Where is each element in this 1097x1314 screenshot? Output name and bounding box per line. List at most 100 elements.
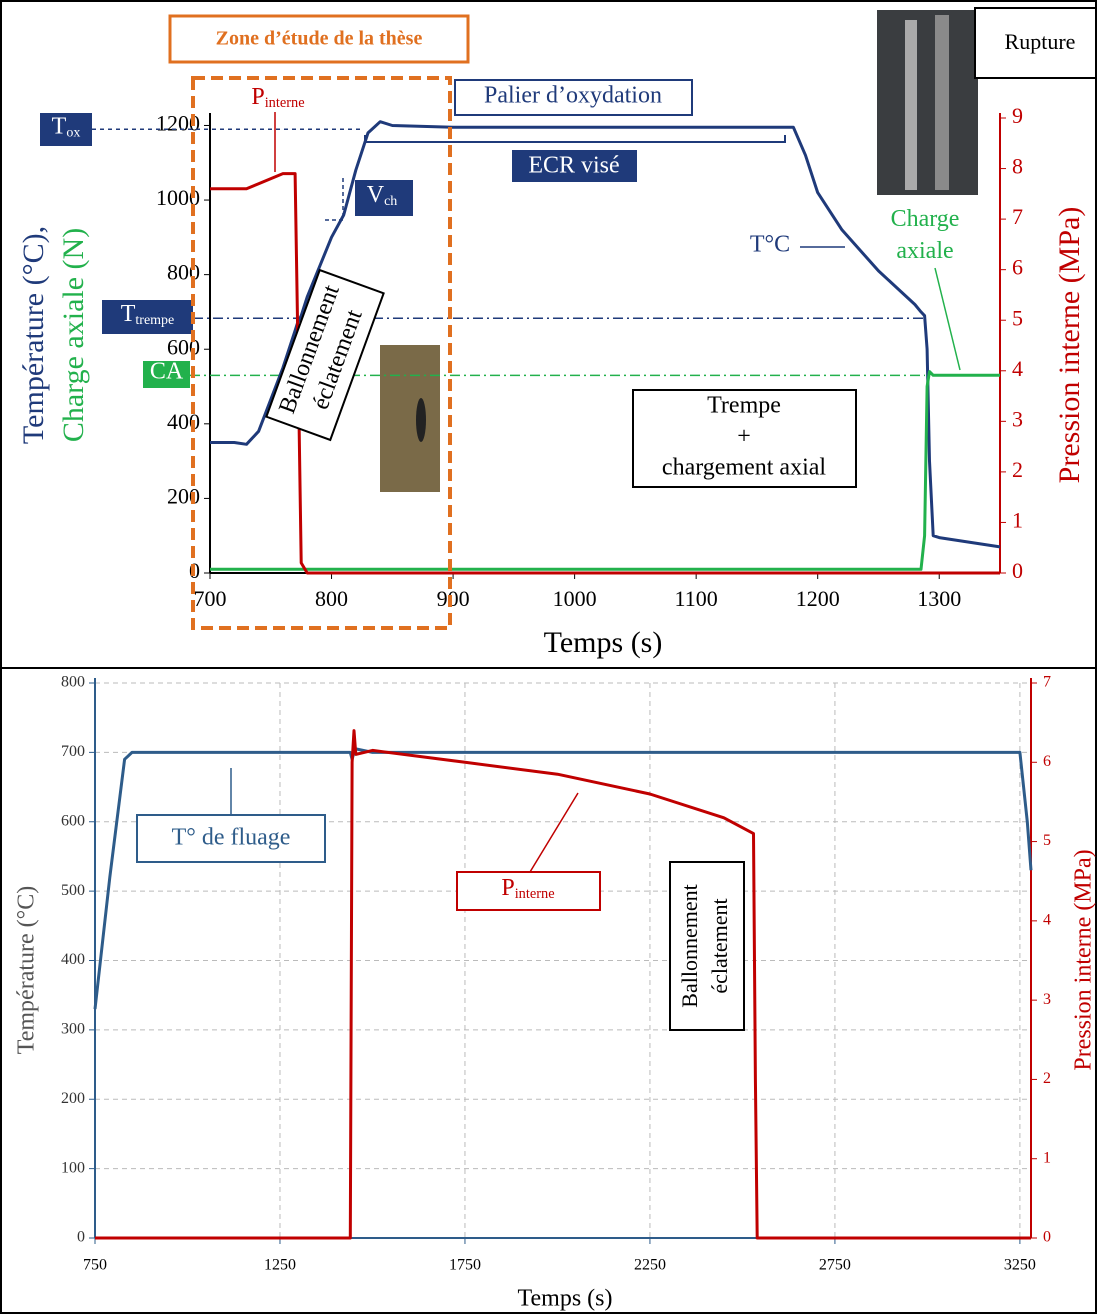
y-tick-label: 0 <box>77 1229 85 1246</box>
series-label: Charge axiale <box>891 206 960 264</box>
annotation-text: Ballonnement <box>677 884 702 1007</box>
annotation-text: Palier d’oxydation <box>484 83 662 109</box>
y2-tick-label: 9 <box>1012 103 1023 128</box>
series-line <box>210 370 1000 571</box>
vch-marker <box>325 178 344 221</box>
annotation-box <box>974 7 1097 79</box>
series-label: Pinterne <box>251 84 304 112</box>
annotation-box <box>669 861 745 1031</box>
y2-tick-label: 2 <box>1043 1070 1051 1087</box>
series-line <box>210 172 1000 575</box>
reference-label-sub: trempe <box>135 313 174 328</box>
y2-axis-title: Pression interne (MPa) <box>1053 207 1086 484</box>
series-line <box>93 747 1033 1010</box>
reference-label-box <box>102 300 193 334</box>
annotation-text: Vch <box>367 182 398 210</box>
series-label: T° de fluage <box>172 825 291 851</box>
series-label-sub: interne <box>265 95 305 111</box>
y-tick-label: 500 <box>61 882 85 899</box>
annotation-text-main: V <box>367 182 385 208</box>
x-tick-label: 900 <box>437 586 470 611</box>
photo-rupture <box>877 10 978 195</box>
y2-tick-label: 3 <box>1012 406 1023 431</box>
y-tick-label: 300 <box>61 1021 85 1038</box>
x-tick-label: 700 <box>194 586 227 611</box>
series-label: T°C <box>750 232 790 258</box>
annotation-text: Zone d’étude de la thèse <box>216 28 423 50</box>
annotation-box <box>168 14 470 64</box>
y2-tick-label: 6 <box>1043 753 1051 770</box>
x-tick-label: 2750 <box>819 1257 851 1274</box>
x-tick-label: 3250 <box>1004 1257 1036 1274</box>
y2-tick-label: 3 <box>1043 991 1051 1008</box>
y-tick-label: 400 <box>167 409 200 434</box>
y2-tick-label: 1 <box>1012 507 1023 532</box>
series-line <box>210 120 1001 549</box>
annotation-box <box>454 79 693 116</box>
x-tick-label: 1100 <box>675 586 718 611</box>
x-tick-label: 1300 <box>917 586 961 611</box>
y2-tick-label: 5 <box>1043 832 1051 849</box>
x-tick-label: 1000 <box>553 586 597 611</box>
y-tick-label: 200 <box>61 1090 85 1107</box>
annotation-box <box>355 180 413 216</box>
x-tick-label: 2250 <box>634 1257 666 1274</box>
annotation-text: chargement axial <box>662 455 826 481</box>
reference-label-main: T <box>121 301 136 327</box>
series-line <box>95 729 1031 1240</box>
y2-tick-label: 0 <box>1043 1229 1051 1246</box>
annotation-box <box>512 150 637 182</box>
annotation-box <box>632 389 857 488</box>
y-tick-label: 800 <box>61 674 85 691</box>
x-tick-label: 1750 <box>449 1257 481 1274</box>
y-axis-title: Charge axiale (N) <box>57 228 90 442</box>
x-tick-label: 1200 <box>796 586 840 611</box>
y-tick-label: 800 <box>167 260 200 285</box>
bracket <box>364 135 786 143</box>
series-label: Pinterne <box>501 875 554 903</box>
x-axis-title: Temps (s) <box>544 626 663 659</box>
y2-tick-label: 4 <box>1012 356 1023 381</box>
photo-ballooning <box>380 345 440 492</box>
reference-label: CA <box>150 358 184 384</box>
y2-tick-label: 5 <box>1012 305 1023 330</box>
series-label-main: P <box>251 84 264 110</box>
reference-label-main: T <box>52 113 67 139</box>
y2-tick-label: 4 <box>1043 912 1051 929</box>
leader-line <box>934 267 961 371</box>
x-tick-label: 1250 <box>264 1257 296 1274</box>
y-axis-title: Température (°C), <box>17 226 50 444</box>
y-tick-label: 200 <box>167 483 200 508</box>
reference-label-box <box>143 361 190 388</box>
x-axis-title: Temps (s) <box>518 1286 613 1312</box>
reference-label-main: CA <box>150 358 184 384</box>
annotation-text: Trempe <box>707 393 781 419</box>
y-tick-label: 600 <box>167 334 200 359</box>
y-tick-label: 100 <box>61 1159 85 1176</box>
y2-tick-label: 7 <box>1043 674 1051 691</box>
annotation-text: Rupture <box>1005 29 1076 54</box>
reference-label-sub: ox <box>66 126 80 141</box>
annotation-text: + <box>737 424 751 450</box>
annotation-box <box>265 268 385 442</box>
reference-label-box <box>40 113 92 146</box>
y2-tick-label: 8 <box>1012 154 1023 179</box>
series-label-main: P <box>501 875 514 901</box>
y-tick-label: 700 <box>61 743 85 760</box>
series-label-sub: interne <box>515 886 555 902</box>
annotation-box <box>191 76 452 630</box>
y2-tick-label: 2 <box>1012 457 1023 482</box>
y-axis-title: Température (°C) <box>14 886 40 1055</box>
y-tick-label: 400 <box>61 951 85 968</box>
annotation-text-sub: ch <box>384 194 397 209</box>
series-label-box <box>456 871 601 911</box>
y-tick-label: 600 <box>61 812 85 829</box>
y2-tick-label: 0 <box>1012 558 1023 583</box>
y2-tick-label: 1 <box>1043 1149 1051 1166</box>
annotation-text: éclatement <box>707 898 732 993</box>
x-tick-label: 800 <box>315 586 348 611</box>
x-tick-label: 750 <box>83 1257 107 1274</box>
